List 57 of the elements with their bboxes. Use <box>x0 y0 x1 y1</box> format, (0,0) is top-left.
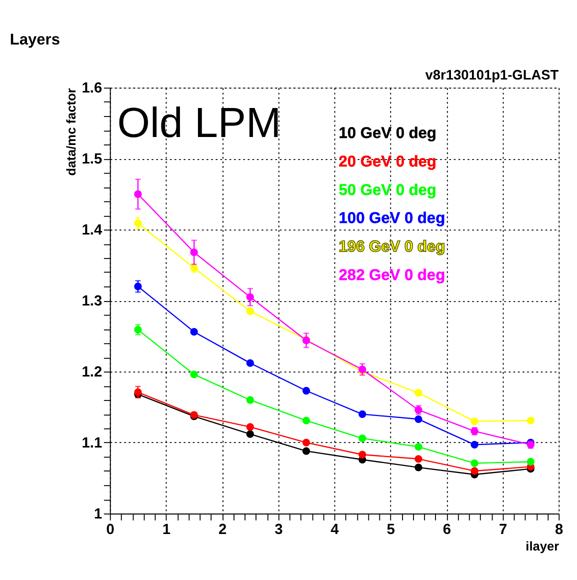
x-tick-label: 6 <box>442 522 452 538</box>
text: 100 GeV 0 deg <box>338 210 446 228</box>
point <box>470 459 478 467</box>
point <box>246 396 254 404</box>
point <box>470 440 478 449</box>
point <box>414 443 422 451</box>
point <box>302 416 310 424</box>
x-axis-title: ilayer <box>526 538 560 554</box>
point <box>358 450 366 458</box>
text: 196 GeV 0 deg <box>338 238 446 256</box>
x-tick-label: 5 <box>386 522 395 538</box>
text: 10 GeV 0 deg <box>338 125 436 142</box>
x-tick-label: 3 <box>274 522 283 538</box>
x-tick-label: 2 <box>218 522 227 538</box>
y-tick-label: 1 <box>94 506 102 523</box>
point <box>302 447 310 455</box>
point <box>358 410 366 418</box>
point <box>414 389 422 397</box>
point <box>246 359 254 367</box>
chart-title: Layers <box>10 32 60 49</box>
annotation: Old LPM <box>117 99 282 146</box>
point <box>470 417 478 426</box>
point <box>246 430 254 438</box>
point <box>134 190 142 198</box>
y-tick-label: 1.5 <box>82 152 102 168</box>
point <box>414 464 422 472</box>
y-tick-label: 1.2 <box>82 364 102 381</box>
y-tick-label: 1.6 <box>82 80 102 97</box>
point <box>246 423 254 431</box>
point <box>190 328 198 336</box>
text: 282 GeV 0 deg <box>338 267 446 284</box>
text: 50 GeV 0 deg <box>338 182 436 199</box>
point <box>414 415 422 423</box>
point <box>134 282 142 290</box>
y-tick-label: 1.4 <box>82 222 103 239</box>
y-tick-label: 1.3 <box>82 294 102 310</box>
y-tick-label: 1.1 <box>82 436 102 452</box>
point <box>246 307 254 316</box>
point <box>526 416 534 424</box>
point <box>358 434 366 442</box>
point <box>526 458 534 466</box>
point <box>246 293 254 301</box>
text: v8r130101p1-GLAST <box>425 67 560 82</box>
text: 20 GeV 0 deg <box>338 153 436 170</box>
x-tick-label: 7 <box>498 522 508 538</box>
point <box>190 370 198 378</box>
point <box>470 467 478 475</box>
x-tick-label: 4 <box>330 522 340 538</box>
point <box>414 455 422 463</box>
point <box>190 248 198 256</box>
x-tick-label: 8 <box>555 522 564 538</box>
point <box>134 219 142 228</box>
y-axis-title: data/mc factor <box>63 88 78 176</box>
point <box>302 386 310 395</box>
x-tick-label: 0 <box>106 522 114 538</box>
x-tick-label: 1 <box>162 522 171 538</box>
point <box>302 438 310 446</box>
